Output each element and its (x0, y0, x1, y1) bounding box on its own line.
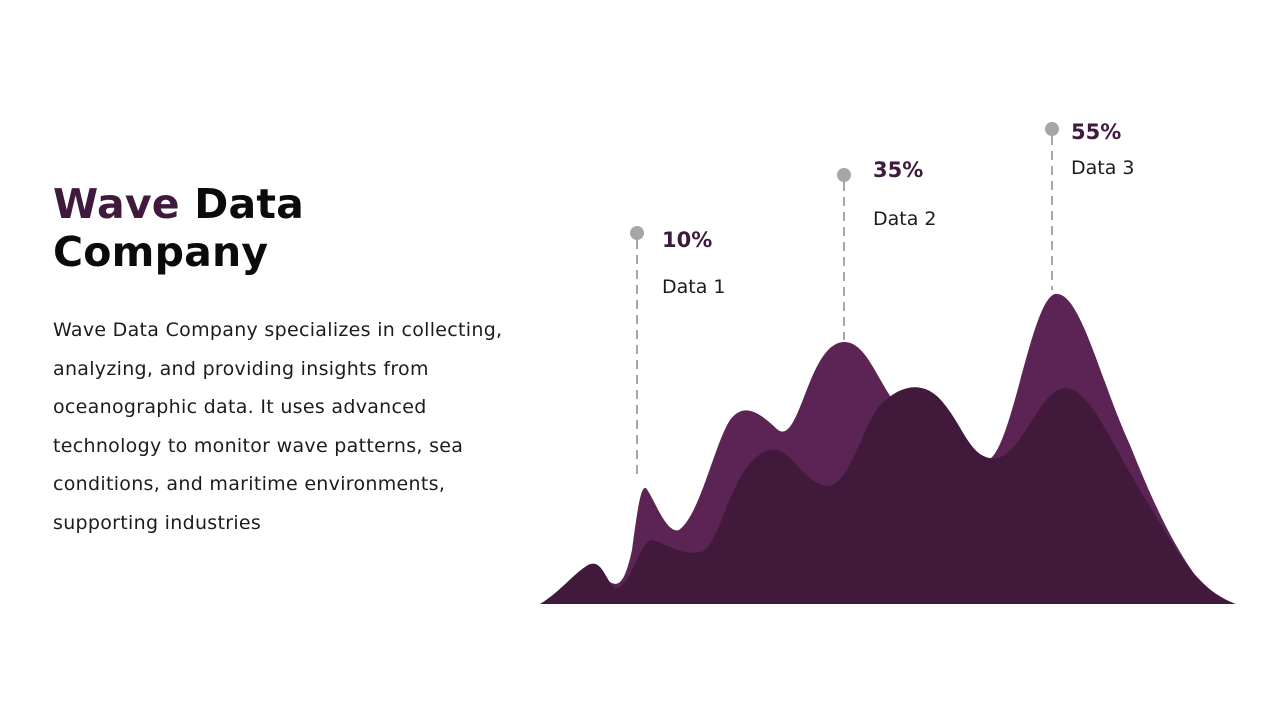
annotation-2: 35% Data 2 (837, 158, 937, 340)
title-word-data: Data (179, 180, 305, 228)
front-wave-area (540, 387, 1236, 604)
annotation-3: 55% Data 3 (1045, 120, 1135, 290)
page-title: Wave Data Company (53, 180, 304, 276)
company-description: Wave Data Company specializes in collect… (53, 319, 503, 534)
annotation-3-label: Data 3 (1071, 157, 1135, 179)
annotation-1-label: Data 1 (662, 276, 726, 298)
annotation-3-value: 55% (1071, 120, 1121, 144)
annotation-2-marker (837, 168, 851, 182)
annotation-1-value: 10% (662, 228, 712, 252)
annotation-3-marker (1045, 122, 1059, 136)
annotation-2-label: Data 2 (873, 208, 937, 230)
title-accent-word: Wave (53, 180, 180, 228)
annotation-2-value: 35% (873, 158, 923, 182)
annotation-1: 10% Data 1 (630, 226, 726, 480)
annotation-1-marker (630, 226, 644, 240)
title-word-company: Company (53, 228, 269, 276)
